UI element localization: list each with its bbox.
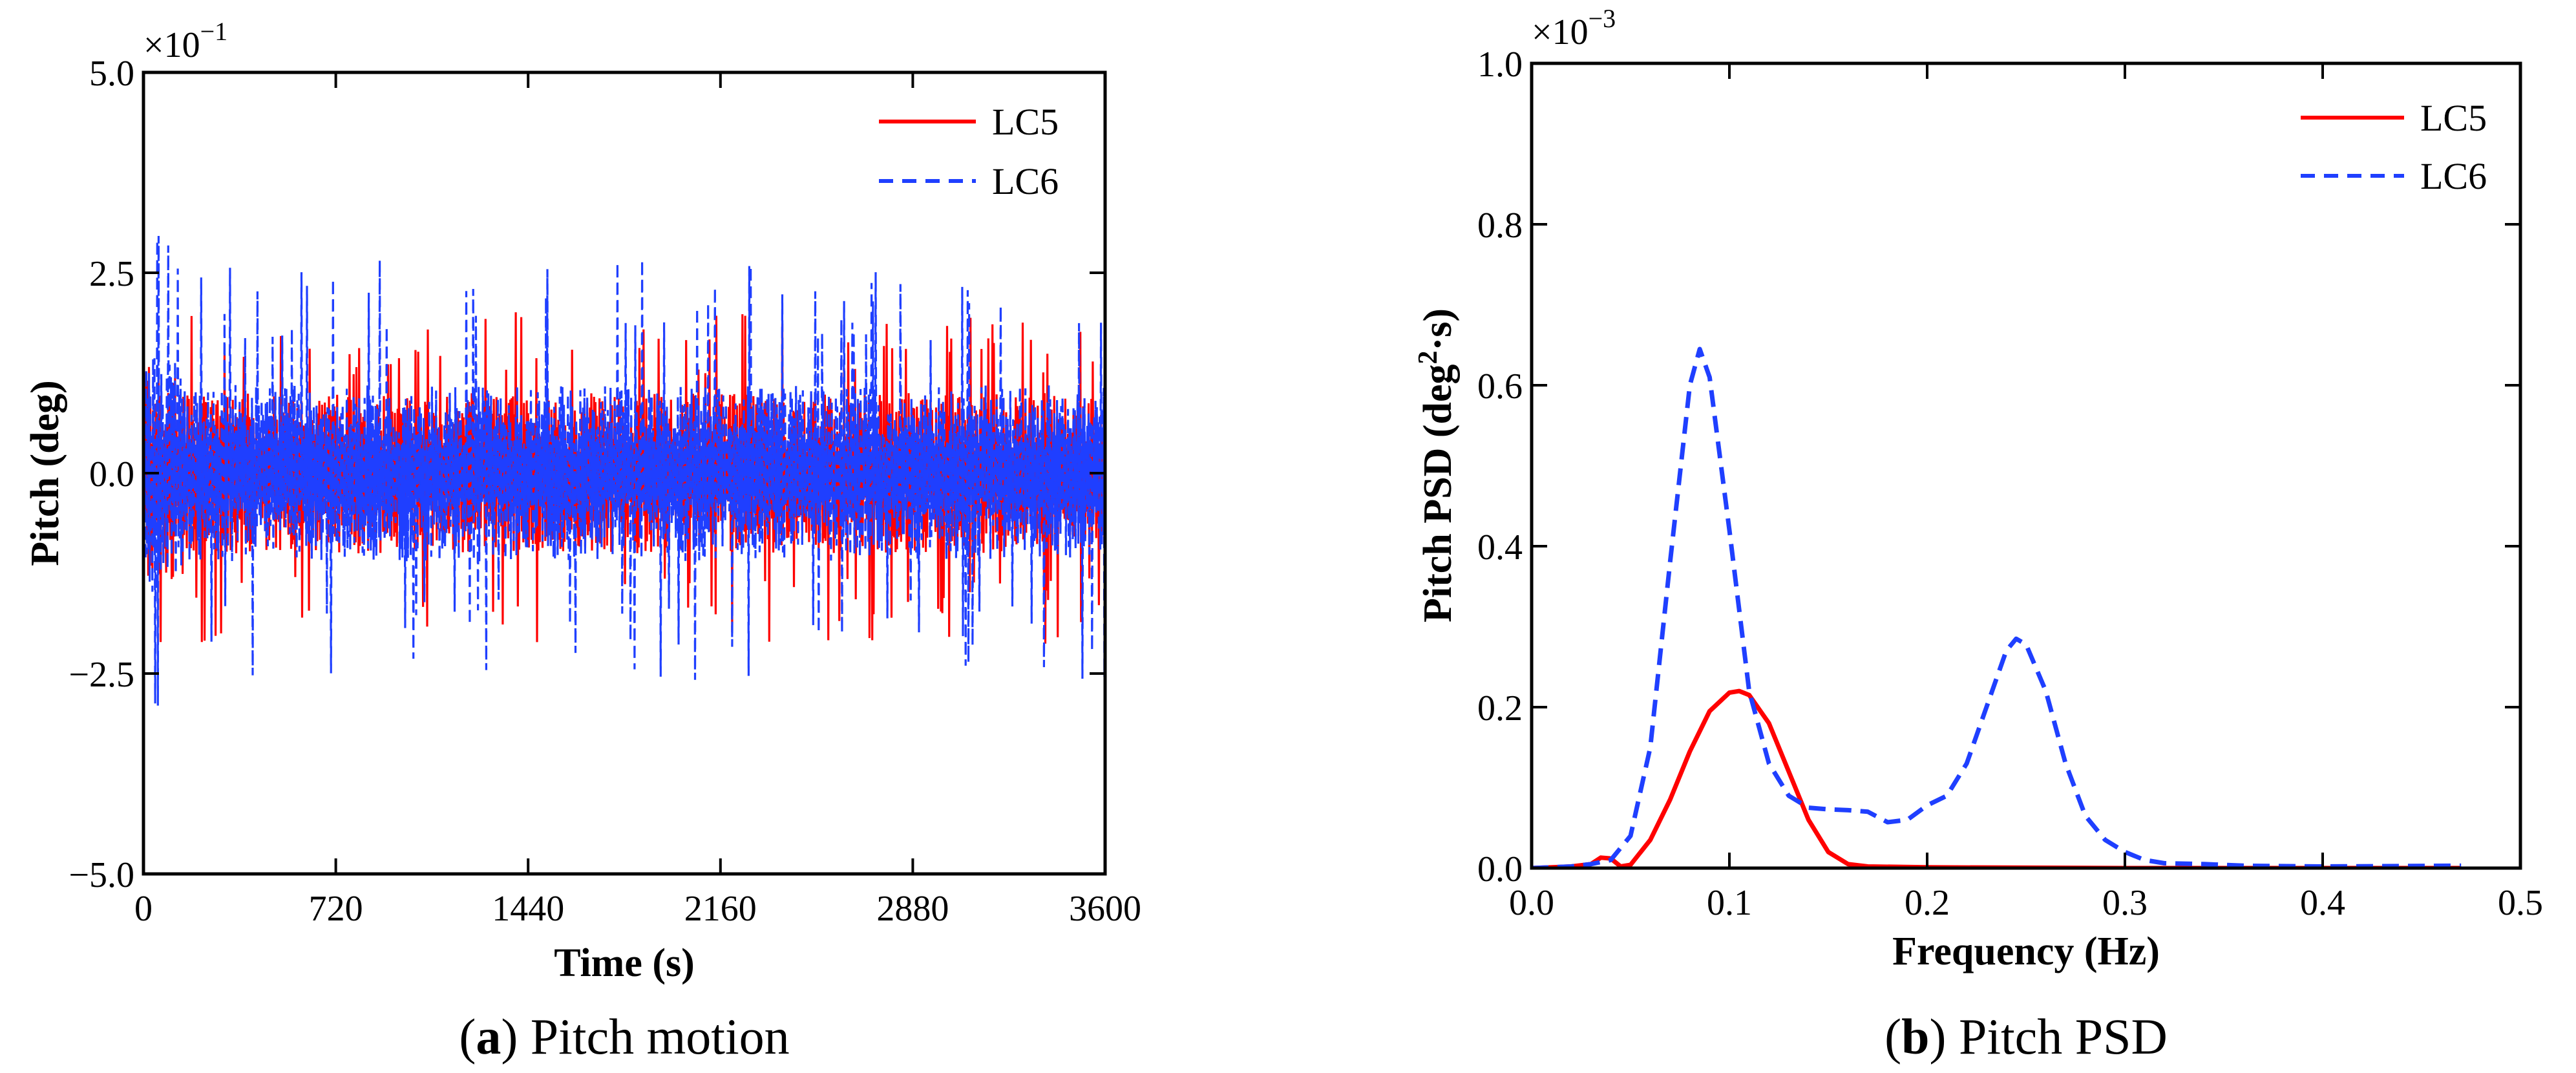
y-tick-label: 5.0 <box>89 54 134 94</box>
legend-label-lc6: LC6 <box>2420 155 2487 197</box>
x-tick-label: 1440 <box>492 889 564 929</box>
x-tick-label: 0 <box>134 889 153 929</box>
y-tick-label: −2.5 <box>69 655 134 695</box>
pitch-psd-chart: 0.0 0.1 0.2 0.3 0.4 0.5 0.0 0.2 0.4 0.6 0.8 1.0 ×10… <box>1413 4 2543 1065</box>
legend-label-lc5: LC5 <box>992 101 1059 143</box>
legend: LC5 LC6 <box>879 101 1059 202</box>
x-tick-label: 0.3 <box>2102 883 2148 923</box>
caption-b: (b) Pitch PSD <box>1884 1008 2168 1065</box>
legend-label-lc5: LC5 <box>2420 97 2487 139</box>
y-tick-label: 0.0 <box>1477 849 1523 889</box>
x-tick-label: 0.5 <box>2498 883 2543 923</box>
y-tick-label: 1.0 <box>1477 45 1523 85</box>
x-tick-label: 720 <box>309 889 363 929</box>
x-tick-label: 0.4 <box>2300 883 2345 923</box>
series-line-lc6 <box>1532 346 2462 868</box>
y-multiplier: ×10−3 <box>1532 4 1616 52</box>
plot-frame <box>1530 61 2522 870</box>
y-tick-label: 0.6 <box>1477 367 1523 407</box>
x-tick-label: 3600 <box>1069 889 1141 929</box>
y-multiplier: ×10−1 <box>143 17 227 65</box>
legend: LC5 LC6 <box>2301 97 2487 197</box>
y-tick-label: 0.2 <box>1477 688 1523 728</box>
y-tick-label: 0.4 <box>1477 527 1523 568</box>
y-tick-label: 2.5 <box>89 254 134 294</box>
x-tick-label: 2160 <box>684 889 757 929</box>
x-tick-label: 2880 <box>876 889 949 929</box>
x-tick-label: 0.0 <box>1509 883 1554 923</box>
y-axis-label: Pitch PSD (deg2·s) <box>1413 308 1460 622</box>
x-tick-label: 0.1 <box>1707 883 1752 923</box>
series-line-lc6 <box>143 235 1105 706</box>
y-axis-label: Pitch (deg) <box>23 380 67 566</box>
x-axis-label: Frequency (Hz) <box>1892 930 2160 973</box>
x-tick-label: 0.2 <box>1905 883 1950 923</box>
y-tick-label: −5.0 <box>69 855 134 895</box>
legend-label-lc6: LC6 <box>992 160 1059 202</box>
y-tick-label: 0.8 <box>1477 206 1523 246</box>
pitch-motion-chart: 0 720 1440 2160 2880 3600 −5.0 −2.5 0.0 2.5 5.0 ×1… <box>23 17 1141 1065</box>
x-axis-label: Time (s) <box>554 941 695 985</box>
caption-a: (a) Pitch motion <box>459 1008 789 1065</box>
y-tick-label: 0.0 <box>89 454 134 494</box>
